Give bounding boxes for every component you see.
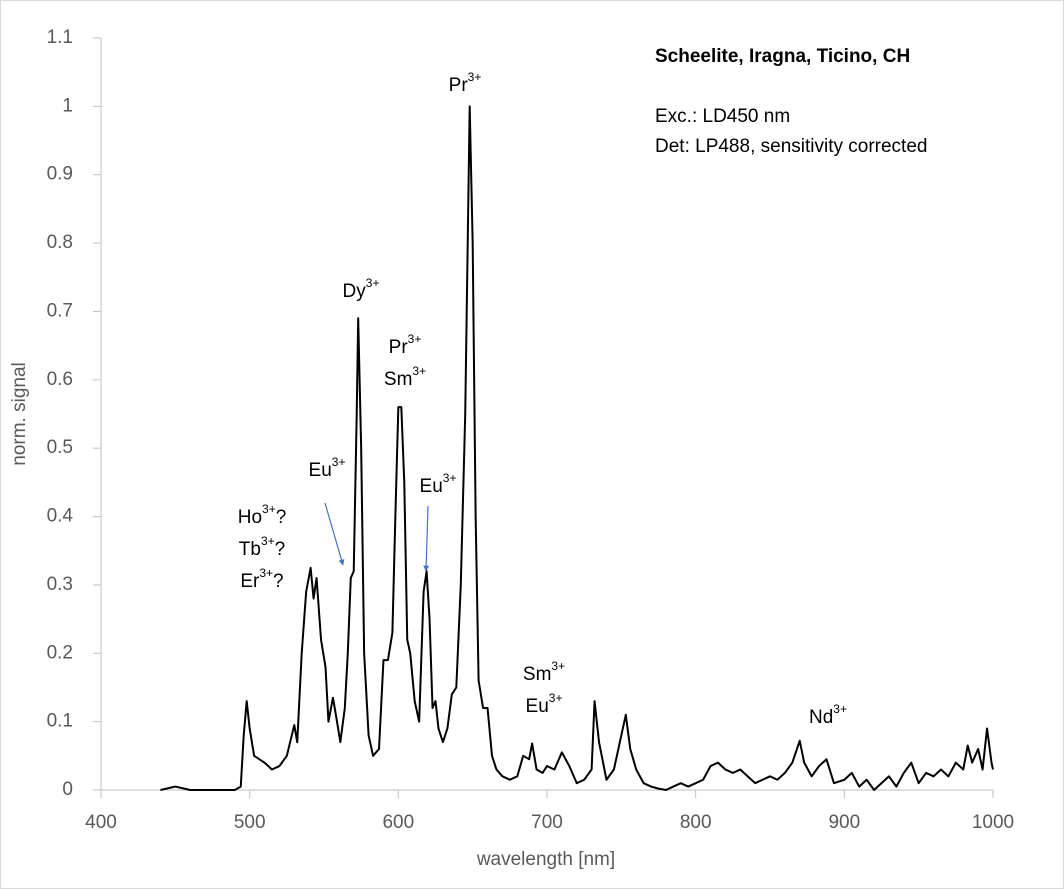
annotation-sup: 3+	[833, 702, 847, 716]
annotation: Pr3+	[449, 70, 482, 96]
annotation-text: Pr	[389, 337, 409, 358]
y-tick-label: 0	[62, 779, 73, 800]
annotation: Sm3+	[384, 364, 426, 390]
annotation: Ho3+?	[238, 502, 287, 528]
x-tick-label: 800	[680, 812, 712, 833]
annotation-sup: 3+	[551, 659, 565, 673]
annotation-sup: 3+	[468, 70, 482, 84]
y-tick-label: 0.1	[47, 711, 73, 732]
annotation-sup: 3+	[443, 471, 457, 485]
y-axis-label: norm. signal	[9, 362, 30, 466]
y-tick-label: 0.7	[47, 300, 73, 321]
annotation-text: Nd	[809, 707, 833, 728]
arrow	[423, 505, 430, 572]
annotation-text: Eu	[526, 696, 549, 717]
x-tick-label: 500	[234, 812, 266, 833]
annotation-text: Pr	[449, 75, 469, 96]
info-line: Exc.: LD450 nm	[655, 106, 790, 127]
annotation: Eu3+	[420, 471, 457, 497]
y-tick-label: 1.1	[47, 27, 73, 48]
info-line: Det: LP488, sensitivity corrected	[655, 136, 927, 157]
annotation-sup: 3+	[259, 566, 273, 580]
x-tick-label: 600	[382, 812, 414, 833]
annotation-text: Eu	[420, 476, 443, 497]
annotation-text: Eu	[309, 460, 332, 481]
x-tick-label: 900	[828, 812, 860, 833]
arrow	[324, 502, 345, 566]
annotation-text: Er	[240, 571, 260, 592]
annotation-text: Ho	[238, 507, 262, 528]
annotation-sup: 3+	[366, 276, 380, 290]
annotation-sup: 3+	[262, 502, 276, 516]
annotation: Eu3+	[309, 455, 346, 481]
annotation: Pr3+	[389, 332, 422, 358]
annotation-tail: ?	[273, 571, 284, 592]
annotation-text: Sm	[384, 369, 413, 390]
annotation-tail: ?	[276, 507, 287, 528]
y-tick-label: 0.4	[47, 506, 74, 527]
annotation-sup: 3+	[549, 691, 563, 705]
annotation-text: Sm	[523, 664, 552, 685]
annotation: Dy3+	[343, 276, 380, 302]
annotation-sup: 3+	[332, 455, 346, 469]
x-axis-label: wavelength [nm]	[476, 849, 615, 870]
y-tick-label: 0.5	[47, 437, 73, 458]
annotation-sup: 3+	[412, 364, 426, 378]
annotation-tail: ?	[275, 539, 286, 560]
x-tick-label: 1000	[972, 812, 1014, 833]
annotation: Eu3+	[526, 691, 563, 717]
y-tick-label: 0.8	[47, 232, 73, 253]
y-tick-label: 0.2	[47, 642, 73, 663]
x-tick-label: 400	[85, 812, 117, 833]
spectrum-line	[160, 105, 994, 791]
annotation-sup: 3+	[261, 534, 275, 548]
annotation-text: Tb	[239, 539, 261, 560]
annotation: Tb3+?	[239, 534, 285, 560]
y-tick-label: 0.3	[47, 574, 73, 595]
annotation: Nd3+	[809, 702, 847, 728]
y-tick-label: 0.6	[47, 369, 73, 390]
x-tick-label: 700	[531, 812, 563, 833]
annotation: Er3+?	[240, 566, 283, 592]
y-tick-label: 1	[62, 95, 73, 116]
info-title: Scheelite, Iragna, Ticino, CH	[655, 46, 910, 67]
y-tick-label: 0.9	[47, 164, 73, 185]
annotation-text: Dy	[343, 281, 367, 302]
annotation-sup: 3+	[408, 332, 422, 346]
annotation: Sm3+	[523, 659, 565, 685]
